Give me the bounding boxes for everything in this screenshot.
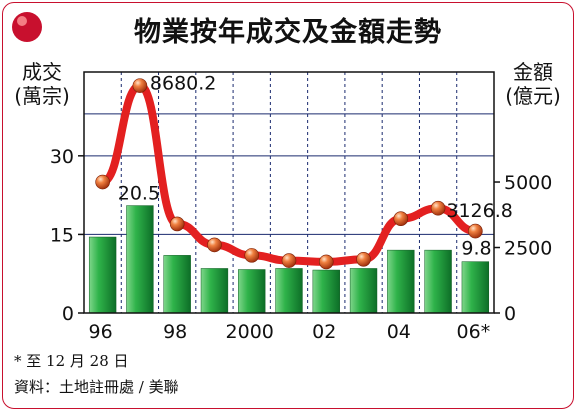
line-point	[356, 251, 371, 267]
left-tick-label: 15	[50, 224, 74, 246]
right-axis-label: 金額 (億元)	[500, 60, 566, 108]
line-point	[207, 237, 222, 253]
x-tick-label: 04	[387, 321, 411, 343]
logo-highlight	[17, 16, 27, 26]
right-tick-label: 2500	[504, 238, 552, 260]
left-axis-label-line2: (萬宗)	[14, 84, 70, 108]
plot-border	[83, 71, 495, 314]
x-tick-label: 2000	[226, 321, 274, 343]
x-tick-label: 06*	[457, 321, 491, 343]
bar	[312, 269, 340, 314]
right-axis-label-line1: 金額	[513, 60, 553, 84]
data-label-line-last: 3126.8	[446, 200, 512, 222]
bar	[387, 249, 415, 314]
bar	[424, 249, 452, 314]
bar	[349, 268, 378, 314]
line-point	[430, 200, 446, 216]
bar	[461, 261, 490, 314]
data-label-line-max: 8680.2	[150, 73, 216, 95]
logo-ball-icon	[12, 12, 42, 42]
bar	[163, 255, 191, 314]
line-point	[281, 253, 297, 268]
right-axis-label-line2: (億元)	[505, 84, 561, 108]
footnote: * 至 12 月 28 日	[14, 352, 129, 370]
line-point	[393, 211, 409, 226]
line-point	[244, 248, 260, 263]
bar	[200, 268, 229, 314]
bar	[275, 268, 303, 314]
line-point	[468, 223, 483, 239]
bar	[126, 205, 154, 314]
x-tick-label: 02	[312, 321, 336, 343]
source-note: 資料：土地註冊處 / 美聯	[14, 378, 179, 396]
line-point	[132, 78, 148, 93]
x-tick-label: 98	[163, 321, 187, 343]
chart-title: 物業按年成交及金額走勢	[134, 17, 442, 48]
bar	[238, 269, 266, 314]
left-tick-label: 30	[50, 146, 74, 168]
data-label-bar-last: 9.8	[461, 238, 491, 260]
left-axis-label-line1: 成交	[22, 60, 62, 84]
line-point	[169, 216, 185, 232]
right-tick-label: 5000	[504, 172, 552, 194]
line-point	[318, 254, 334, 270]
left-axis-label: 成交 (萬宗)	[12, 60, 72, 108]
line-point	[95, 174, 110, 190]
bar	[88, 236, 117, 314]
right-tick-label: 0	[504, 303, 516, 325]
x-tick-label: 96	[89, 321, 113, 343]
left-tick-label: 0	[62, 303, 74, 325]
data-label-bar-max: 20.5	[118, 183, 160, 205]
